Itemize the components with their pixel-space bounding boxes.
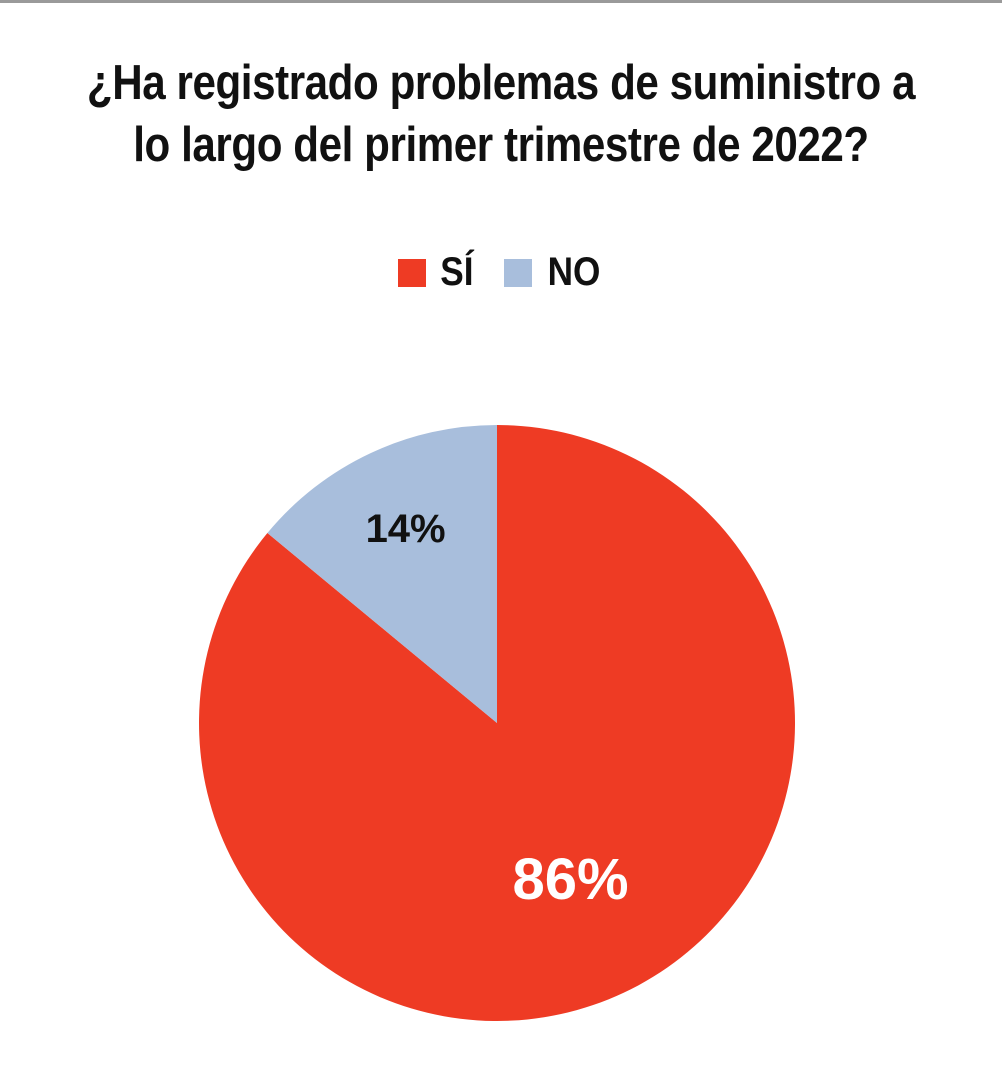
pie-slice-no [267, 425, 497, 723]
pie-label-si: 86% [513, 847, 629, 912]
legend-label-no: NO [547, 250, 601, 294]
chart-title: ¿Ha registrado problemas de suministro a… [86, 56, 916, 172]
top-rule [0, 0, 1002, 3]
legend-item-no: NO [503, 250, 604, 295]
legend-swatch-si [398, 258, 427, 287]
legend-item-si: SÍ [398, 250, 476, 295]
legend-swatch-no [503, 258, 532, 287]
pie-slice-si [199, 425, 796, 1021]
pie-label-no: 14% [366, 507, 446, 551]
chart-legend: SÍ NO [0, 250, 1002, 295]
legend-label-si: SÍ [440, 250, 474, 294]
